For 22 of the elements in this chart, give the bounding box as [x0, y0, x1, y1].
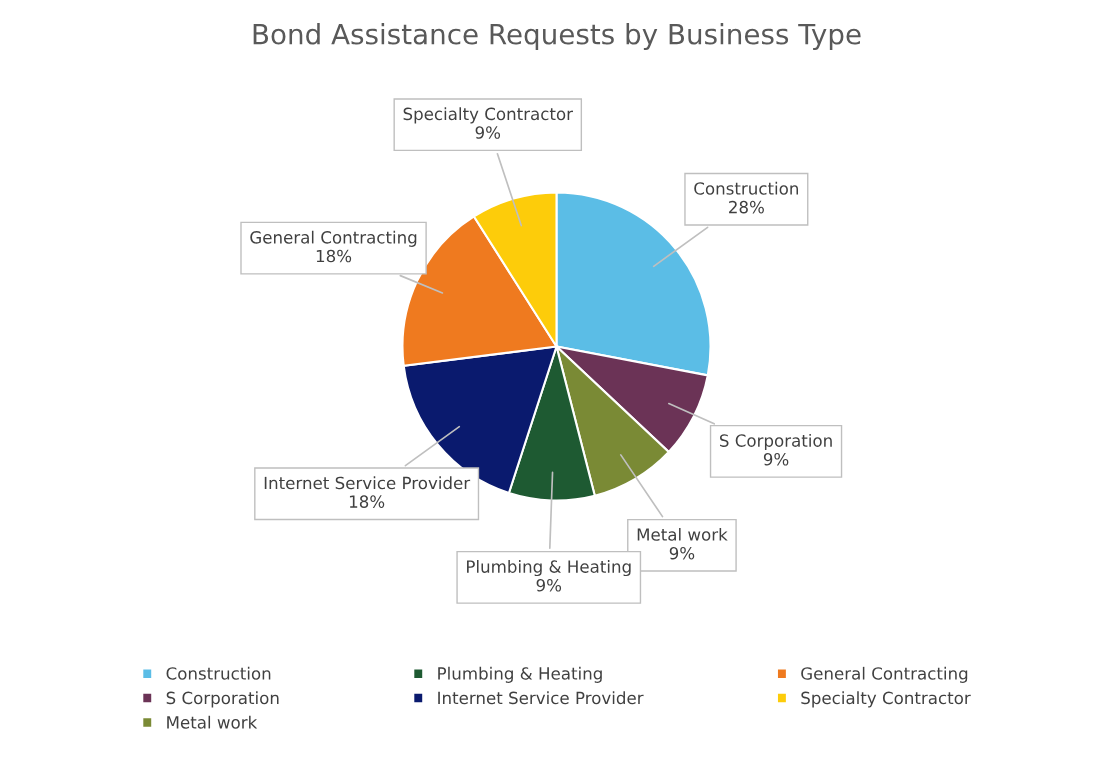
legend-label: Metal work: [167, 715, 258, 729]
chart-title: Bond Assistance Requests by Business Type: [253, 23, 861, 50]
legend-label: S Corporation: [166, 691, 279, 708]
slice-label: General Contracting: [250, 230, 417, 247]
data-label: 9%: [763, 452, 789, 466]
data-label: 28%: [729, 200, 764, 214]
data-label: 9%: [475, 126, 501, 139]
slice-label: Specialty Contractor: [403, 107, 573, 124]
legend-label: Construction: [166, 666, 271, 680]
legend-label: Internet Service Provider: [438, 691, 644, 705]
slice-label: Plumbing & Heating: [467, 559, 631, 577]
slice-label: Construction: [694, 181, 798, 195]
data-label: 9%: [669, 546, 695, 560]
slice-label: Metal work: [637, 527, 728, 541]
data-label: 18%: [349, 495, 385, 508]
slice-label: Internet Service Provider: [264, 476, 471, 490]
legend-label: Specialty Contractor: [801, 691, 971, 708]
legend-label: Plumbing & Heating: [438, 666, 602, 683]
data-label: 9%: [536, 578, 562, 592]
data-label: 18%: [316, 249, 352, 263]
slice-label: S Corporation: [719, 433, 832, 451]
legend-label: General Contracting: [801, 666, 968, 683]
